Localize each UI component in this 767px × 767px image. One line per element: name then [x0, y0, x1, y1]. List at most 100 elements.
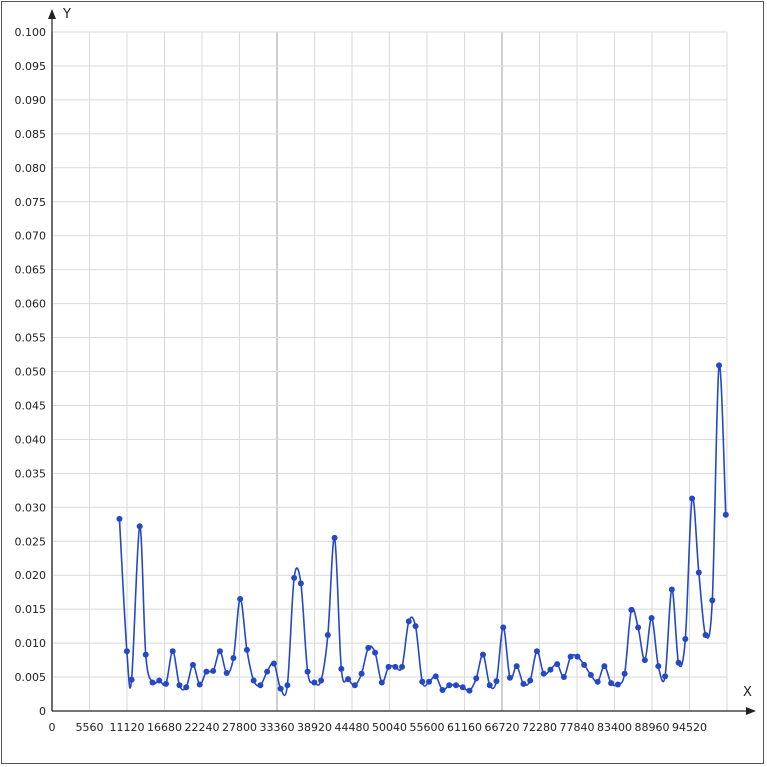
x-tick-label: 16680 [147, 721, 182, 734]
data-point [183, 684, 190, 691]
data-point [405, 618, 412, 625]
data-point [176, 682, 183, 689]
y-tick-label: 0.020 [15, 569, 47, 582]
data-point [297, 580, 304, 587]
data-point [668, 586, 675, 593]
x-axis-arrow [746, 707, 756, 715]
x-tick-labels: 0 5560 11120 16680 22240 27800 33360 38920 44480… [49, 721, 708, 734]
data-point [237, 595, 244, 602]
x-tick-label: 94520 [672, 721, 707, 734]
y-tick-label: 0.060 [15, 298, 47, 311]
data-point [682, 636, 689, 643]
data-point [230, 655, 237, 662]
y-tick-label: 0.095 [15, 60, 47, 73]
data-point [210, 667, 217, 674]
data-point [493, 678, 500, 685]
y-tick-label: 0.070 [15, 230, 47, 243]
x-tick-label: 61160 [447, 721, 482, 734]
data-point [149, 679, 156, 686]
y-tick-label: 0.085 [15, 128, 47, 141]
data-point [311, 679, 318, 686]
y-tick-label: 0.025 [15, 535, 47, 548]
axes [48, 9, 756, 715]
data-point [385, 663, 392, 670]
data-point [358, 670, 365, 677]
data-point [594, 678, 601, 685]
x-tick-label: 0 [49, 721, 56, 734]
data-point [116, 515, 123, 522]
x-tick-label: 11120 [110, 721, 145, 734]
data-point [216, 648, 223, 655]
data-point [169, 648, 176, 655]
data-point [446, 682, 453, 689]
data-point [621, 670, 628, 677]
x-tick-label: 22240 [185, 721, 220, 734]
data-point [264, 668, 271, 675]
data-point [695, 569, 702, 576]
y-tick-label: 0.050 [15, 366, 47, 379]
data-point [540, 670, 547, 677]
data-point [641, 657, 648, 664]
data-point [203, 668, 210, 675]
y-axis-label: Y [62, 7, 71, 22]
data-point [453, 682, 460, 689]
x-tick-label: 27800 [222, 721, 257, 734]
x-tick-label: 83400 [597, 721, 632, 734]
data-point [486, 682, 493, 689]
series-line [118, 363, 727, 697]
data-point [291, 574, 298, 581]
data-point [250, 677, 257, 684]
data-point [223, 669, 230, 676]
x-tick-label: 50040 [372, 721, 407, 734]
x-tick-label: 88960 [635, 721, 670, 734]
data-point [473, 675, 480, 682]
data-point [372, 649, 379, 656]
y-tick-label: 0.030 [15, 501, 47, 514]
data-point [318, 677, 325, 684]
data-point [614, 681, 621, 688]
y-tick-label: 0.005 [15, 671, 47, 684]
data-point [466, 687, 473, 694]
x-tick-label: 33360 [260, 721, 295, 734]
data-point [365, 644, 372, 651]
data-point [439, 686, 446, 693]
data-point [162, 680, 169, 687]
data-point [270, 660, 277, 667]
data-point [284, 682, 291, 689]
data-point [520, 680, 527, 687]
y-tick-label: 0.100 [15, 26, 47, 39]
data-point [635, 624, 642, 631]
data-point [304, 668, 311, 675]
data-point [338, 665, 345, 672]
data-point [345, 676, 352, 683]
data-point [547, 666, 554, 673]
y-tick-label: 0.055 [15, 332, 47, 345]
data-point [648, 614, 655, 621]
data-point [128, 676, 135, 683]
data-point [533, 648, 540, 655]
y-tick-label: 0 [39, 705, 46, 718]
data-point [142, 651, 149, 658]
data-point [277, 685, 284, 692]
data-point [378, 679, 385, 686]
x-tick-label: 44480 [335, 721, 370, 734]
y-tick-label: 0.065 [15, 264, 47, 277]
x-axis-label: X [743, 685, 752, 700]
data-point [156, 677, 163, 684]
data-point [196, 681, 203, 688]
y-tick-label: 0.075 [15, 196, 47, 209]
data-point [506, 674, 513, 681]
data-point [136, 523, 143, 530]
data-point [662, 673, 669, 680]
data-point [392, 663, 399, 670]
x-tick-label: 55600 [410, 721, 445, 734]
data-point [608, 680, 615, 687]
data-point [479, 651, 486, 658]
data-points [116, 362, 729, 694]
data-point [675, 659, 682, 666]
data-point [689, 495, 696, 502]
data-point [399, 663, 406, 670]
data-point [527, 677, 534, 684]
